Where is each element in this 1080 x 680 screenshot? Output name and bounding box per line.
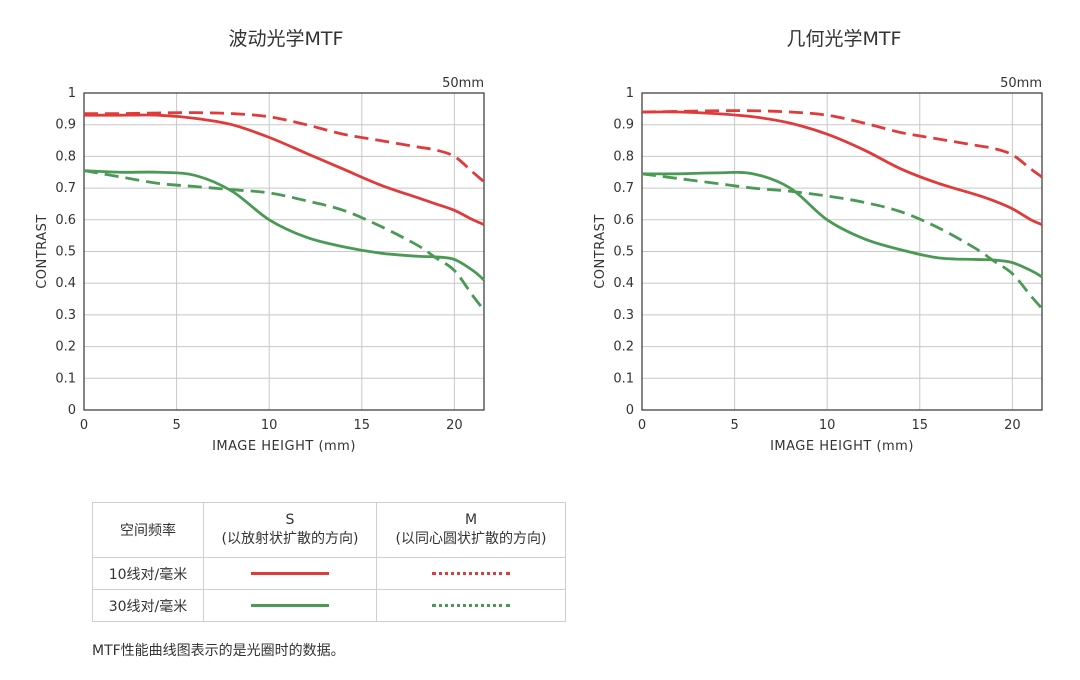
legend-swatch-cell — [203, 557, 377, 590]
legend-row-label: 10线对/毫米 — [92, 557, 204, 590]
legend-s-title: S — [285, 512, 295, 528]
x-tick-label: 20 — [1004, 418, 1021, 433]
mtf-chart-geometric: 00.10.20.30.40.50.60.70.80.910 5 10 15 20IMA… — [593, 76, 1044, 454]
y-tick-label: 0.6 — [55, 213, 76, 228]
legend-swatch-green-dotted — [432, 604, 510, 607]
legend-m-subtitle: (以同心圆状扩散的方向) — [395, 531, 547, 547]
y-tick-label: 0.2 — [613, 340, 634, 355]
y-tick-label: 0 — [626, 403, 634, 418]
chart-title-wave-optics: 波动光学MTF — [228, 28, 344, 50]
series-line-green-solid — [641, 171, 1043, 279]
y-tick-label: 1 — [626, 86, 634, 101]
series-line-green-dashed — [83, 169, 486, 312]
x-tick-label: 5 — [172, 418, 180, 433]
x-tick-label: 0 — [80, 418, 88, 433]
legend-header-s: S (以放射状扩散的方向) — [203, 502, 377, 558]
series-line-red-solid — [641, 110, 1043, 226]
legend-swatch-cell — [376, 557, 566, 590]
series-line-red-dashed — [83, 111, 485, 183]
x-tick-label: 20 — [446, 418, 463, 433]
plot-frame — [641, 92, 1043, 411]
focal-length-annotation: 50mm — [1000, 76, 1042, 91]
y-tick-label: 0.3 — [613, 308, 634, 323]
y-tick-label: 0.9 — [55, 118, 76, 133]
legend-header-row: 空间频率 S (以放射状扩散的方向) M (以同心圆状扩散的方向) — [92, 502, 566, 558]
x-tick-label: 15 — [354, 418, 371, 433]
mtf-chart-wave: 00.10.20.30.40.50.60.70.80.910 5 10 15 20IMA… — [35, 76, 486, 454]
y-tick-label: 0.3 — [55, 308, 76, 323]
series-line-green-solid — [83, 169, 485, 282]
x-tick-label: 10 — [261, 418, 278, 433]
y-tick-label: 0.9 — [613, 118, 634, 133]
legend-swatch-cell — [203, 589, 377, 622]
legend-swatch-red-solid — [251, 572, 329, 575]
plot-frame — [83, 92, 485, 411]
legend-header-m: M (以同心圆状扩散的方向) — [376, 502, 566, 558]
legend-swatch-cell — [376, 589, 566, 622]
y-tick-label: 0.4 — [55, 276, 76, 291]
legend-row-label: 30线对/毫米 — [92, 589, 204, 622]
y-tick-label: 0.5 — [613, 245, 634, 260]
legend-s-subtitle: (以放射状扩散的方向) — [221, 531, 359, 547]
series-line-red-solid — [84, 113, 485, 226]
x-axis-label: IMAGE HEIGHT (mm) — [212, 439, 356, 454]
y-tick-label: 0.4 — [613, 276, 634, 291]
legend-row-10lp: 10线对/毫米 — [92, 557, 566, 590]
y-tick-label: 0 — [68, 403, 76, 418]
x-tick-label: 10 — [819, 418, 836, 433]
legend-header-frequency: 空间频率 — [92, 502, 204, 558]
series-line-green-dashed — [641, 172, 1044, 310]
legend-row-30lp: 30线对/毫米 — [92, 589, 566, 622]
y-tick-label: 0.7 — [55, 181, 76, 196]
x-tick-label: 15 — [912, 418, 929, 433]
y-tick-label: 0.1 — [55, 371, 76, 386]
legend-m-title: M — [464, 512, 478, 528]
legend-swatch-green-solid — [251, 604, 329, 607]
y-tick-label: 0.6 — [613, 213, 634, 228]
y-tick-label: 0.8 — [613, 149, 634, 164]
footnote: MTF性能曲线图表示的是光圈时的数据。 — [92, 643, 345, 659]
y-tick-label: 0.8 — [55, 149, 76, 164]
y-axis-label: CONTRAST — [593, 214, 608, 289]
x-tick-label: 0 — [638, 418, 646, 433]
legend-swatch-red-dotted — [432, 572, 510, 575]
chart-title-geometric-optics: 几何光学MTF — [786, 28, 902, 50]
y-tick-label: 0.1 — [613, 371, 634, 386]
focal-length-annotation: 50mm — [442, 76, 484, 91]
legend-table: 空间频率 S (以放射状扩散的方向) M (以同心圆状扩散的方向) 10线对/毫… — [92, 502, 566, 622]
series-line-red-dashed — [641, 109, 1043, 179]
y-axis-label: CONTRAST — [35, 214, 50, 289]
y-tick-label: 1 — [68, 86, 76, 101]
y-tick-label: 0.7 — [613, 181, 634, 196]
x-axis-label: IMAGE HEIGHT (mm) — [770, 439, 914, 454]
y-tick-label: 0.2 — [55, 340, 76, 355]
y-tick-label: 0.5 — [55, 245, 76, 260]
x-tick-label: 5 — [730, 418, 738, 433]
